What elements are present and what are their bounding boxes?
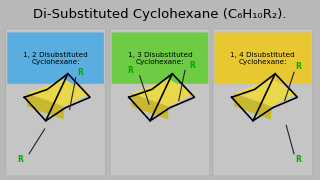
Text: R: R (127, 66, 133, 75)
Text: Di-Substituted Cyclohexane (C₆H₁₀R₂).: Di-Substituted Cyclohexane (C₆H₁₀R₂). (33, 8, 287, 21)
FancyBboxPatch shape (7, 32, 104, 84)
Polygon shape (27, 79, 90, 106)
FancyBboxPatch shape (112, 32, 208, 84)
FancyBboxPatch shape (110, 29, 210, 176)
Text: R: R (17, 155, 23, 164)
Polygon shape (131, 93, 168, 120)
Text: R: R (296, 62, 301, 71)
FancyBboxPatch shape (6, 29, 106, 176)
FancyBboxPatch shape (214, 32, 311, 84)
Text: R: R (190, 61, 196, 70)
Text: 1, 2 Disubstituted
Cyclohexane:: 1, 2 Disubstituted Cyclohexane: (23, 52, 88, 65)
Polygon shape (131, 79, 195, 106)
Text: 1, 3 Disubstituted
Cyclohexane:: 1, 3 Disubstituted Cyclohexane: (128, 52, 192, 65)
FancyBboxPatch shape (213, 29, 313, 176)
Text: R: R (77, 68, 83, 77)
Polygon shape (234, 79, 297, 106)
Polygon shape (234, 93, 271, 120)
Text: R: R (296, 155, 301, 164)
Text: 1, 4 Disubstituted
Cyclohexane:: 1, 4 Disubstituted Cyclohexane: (230, 52, 295, 65)
Polygon shape (27, 93, 64, 120)
